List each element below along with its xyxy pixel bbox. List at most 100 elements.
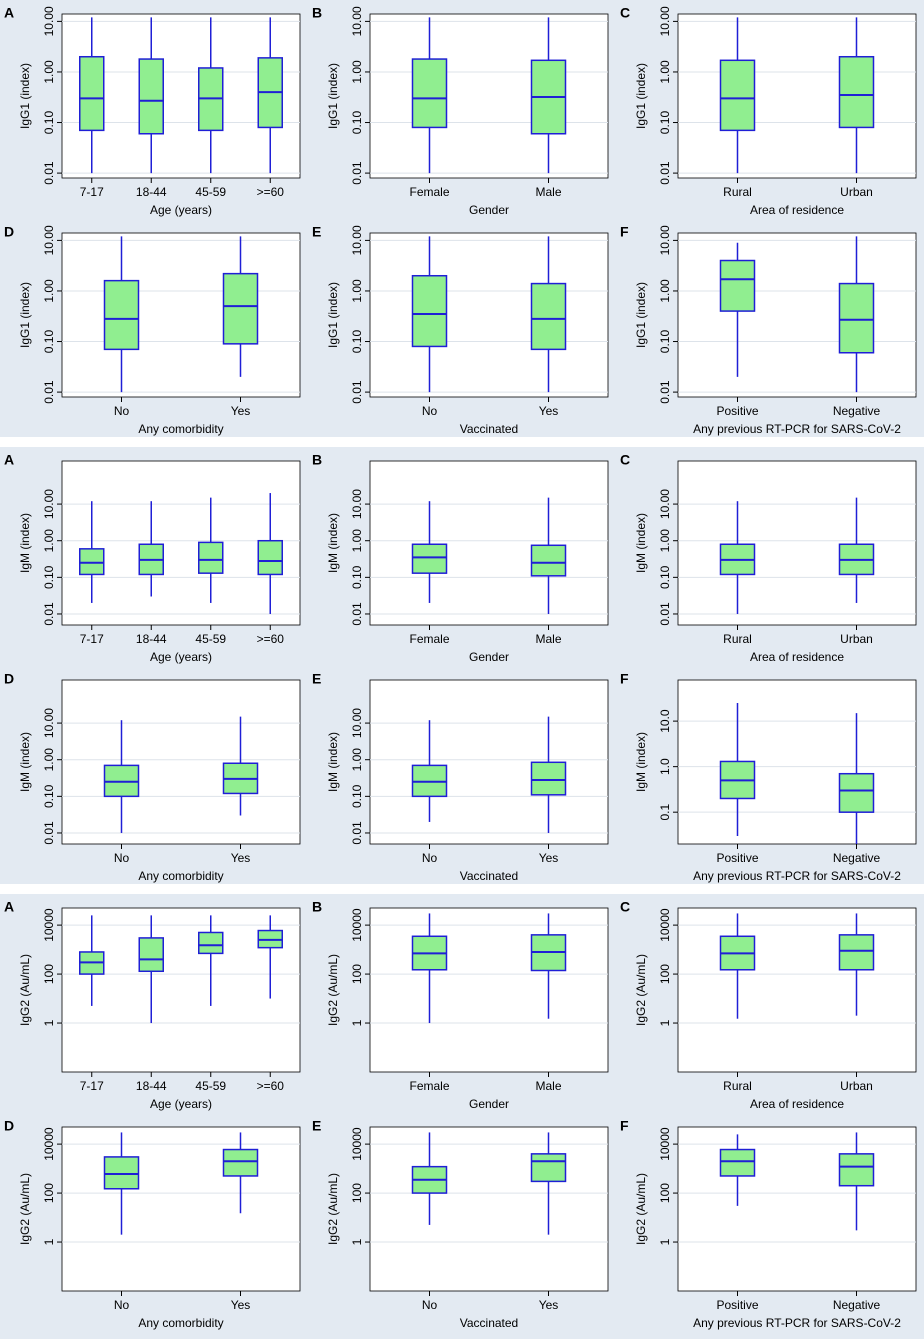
panel-letter: B <box>312 452 322 468</box>
x-axis-label: Vaccinated <box>460 869 518 883</box>
x-tick-label: Urban <box>840 1079 873 1093</box>
panel-letter: B <box>312 899 322 915</box>
y-axis-label: IgM (index) <box>326 513 340 573</box>
y-tick-label: 0.10 <box>42 784 56 808</box>
plot-area <box>369 907 609 1073</box>
y-axis-label: IgG2 (Au/mL) <box>326 1173 340 1245</box>
x-tick-label: No <box>422 404 438 418</box>
panel-letter: D <box>4 224 14 240</box>
y-tick-label: 10.00 <box>350 6 364 36</box>
y-tick-label: 1 <box>658 1238 672 1245</box>
box <box>257 539 283 576</box>
box <box>103 279 140 351</box>
y-tick-label: 0.1 <box>658 804 672 821</box>
x-tick-label: Yes <box>231 851 251 865</box>
x-axis-label: Any previous RT-PCR for SARS-CoV-2 <box>693 422 901 436</box>
box <box>222 272 259 345</box>
x-tick-label: Yes <box>231 1298 251 1312</box>
y-axis-label: IgG2 (Au/mL) <box>326 954 340 1026</box>
x-tick-label: >=60 <box>257 1079 285 1093</box>
plot-area <box>369 13 609 179</box>
panel-letter: E <box>312 1118 321 1134</box>
y-tick-label: 0.10 <box>42 111 56 135</box>
x-axis-label: Gender <box>469 650 509 664</box>
x-axis-label: Age (years) <box>150 1097 212 1111</box>
y-tick-label: 10.00 <box>42 708 56 738</box>
y-tick-label: 10.00 <box>350 225 364 255</box>
x-axis-label: Any comorbidity <box>138 869 223 883</box>
x-tick-label: No <box>114 1298 130 1312</box>
x-tick-label: No <box>422 851 438 865</box>
y-tick-label: 0.01 <box>42 821 56 845</box>
panel-letter: B <box>312 5 322 21</box>
box <box>719 259 756 312</box>
y-tick-label: 0.01 <box>350 380 364 404</box>
x-tick-label: 18-44 <box>136 1079 167 1093</box>
y-tick-label: 0.01 <box>350 161 364 185</box>
y-tick-label: 0.01 <box>350 602 364 626</box>
y-tick-label: 0.10 <box>42 565 56 589</box>
panel-letter: A <box>4 899 14 915</box>
y-tick-label: 1.00 <box>42 529 56 553</box>
plot-area <box>369 1126 609 1292</box>
x-axis-label: Area of residence <box>750 650 844 664</box>
box <box>530 1153 567 1183</box>
y-tick-label: 1.00 <box>350 279 364 303</box>
y-tick-label: 1.00 <box>42 60 56 84</box>
y-tick-label: 0.10 <box>350 330 364 354</box>
y-tick-label: 10.00 <box>350 489 364 519</box>
y-tick-label: 100 <box>42 1183 56 1203</box>
y-tick-label: 10.00 <box>350 708 364 738</box>
x-tick-label: 7-17 <box>80 632 104 646</box>
x-tick-label: Yes <box>231 404 251 418</box>
y-tick-label: 1 <box>350 1238 364 1245</box>
plot-area <box>61 1126 301 1292</box>
panel-letter: E <box>312 671 321 687</box>
y-tick-label: 10.0 <box>658 709 672 733</box>
x-tick-label: 45-59 <box>195 1079 226 1093</box>
box <box>838 55 875 129</box>
plot-area <box>677 907 917 1073</box>
x-tick-label: Urban <box>840 185 873 199</box>
box <box>719 1148 756 1177</box>
y-tick-label: 0.10 <box>658 565 672 589</box>
plot-area <box>369 679 609 845</box>
x-axis-label: Age (years) <box>150 203 212 217</box>
y-axis-label: IgG1 (index) <box>18 63 32 129</box>
plot-area <box>61 679 301 845</box>
box <box>530 761 567 796</box>
x-tick-label: Rural <box>723 185 752 199</box>
box <box>838 1153 875 1187</box>
x-tick-label: 7-17 <box>80 185 104 199</box>
y-tick-label: 10000 <box>42 908 56 942</box>
y-tick-label: 0.01 <box>350 821 364 845</box>
y-tick-label: 0.10 <box>42 330 56 354</box>
y-axis-label: IgG1 (index) <box>634 63 648 129</box>
y-tick-label: 10000 <box>350 908 364 942</box>
y-tick-label: 1 <box>350 1019 364 1026</box>
y-tick-label: 0.01 <box>658 380 672 404</box>
x-axis-label: Vaccinated <box>460 422 518 436</box>
y-tick-label: 1.00 <box>658 60 672 84</box>
y-tick-label: 1.0 <box>658 758 672 775</box>
x-tick-label: >=60 <box>257 632 285 646</box>
x-tick-label: 45-59 <box>195 632 226 646</box>
y-tick-label: 10.00 <box>658 6 672 36</box>
y-tick-label: 10.00 <box>42 6 56 36</box>
x-tick-label: Urban <box>840 632 873 646</box>
x-axis-label: Area of residence <box>750 1097 844 1111</box>
panel-letter: D <box>4 671 14 687</box>
x-tick-label: Yes <box>539 404 559 418</box>
plot-area <box>369 232 609 398</box>
x-tick-label: Yes <box>539 851 559 865</box>
y-tick-label: 10000 <box>658 908 672 942</box>
y-axis-label: IgG1 (index) <box>326 282 340 348</box>
x-axis-label: Any previous RT-PCR for SARS-CoV-2 <box>693 869 901 883</box>
panel-letter: F <box>620 671 629 687</box>
box <box>103 1156 140 1190</box>
y-tick-label: 0.10 <box>658 330 672 354</box>
x-axis-label: Vaccinated <box>460 1316 518 1330</box>
y-axis-label: IgG2 (Au/mL) <box>634 1173 648 1245</box>
y-tick-label: 1.00 <box>658 279 672 303</box>
x-tick-label: Female <box>409 185 449 199</box>
